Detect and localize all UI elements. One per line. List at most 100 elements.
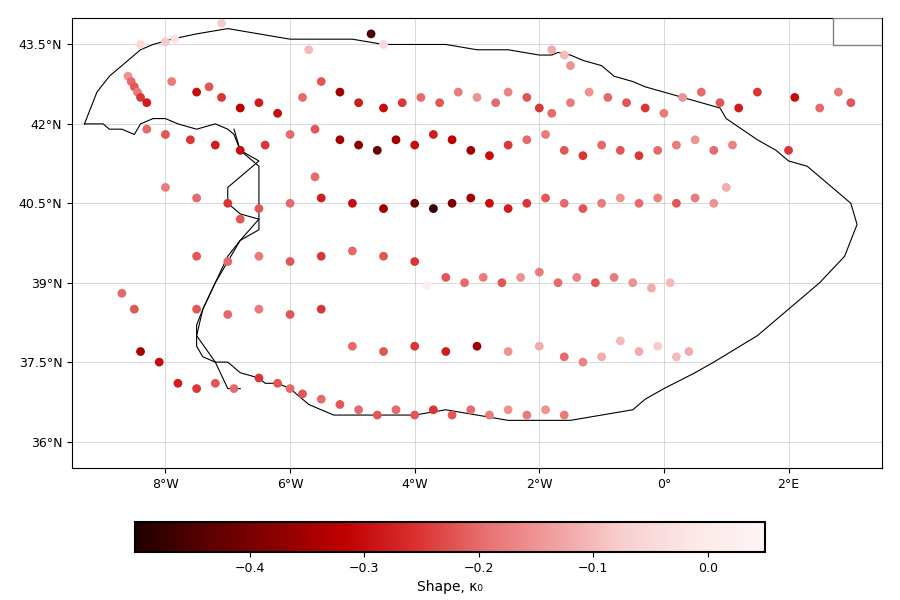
Point (314, 394, 328, 404)
Point (594, 352, 608, 362)
Point (214, 92, 229, 102)
Point (501, 140, 516, 150)
Point (632, 199, 646, 208)
Point (563, 98, 578, 107)
Point (482, 151, 497, 160)
Point (220, 199, 235, 208)
Point (438, 272, 453, 282)
Point (376, 103, 391, 113)
Point (189, 384, 203, 394)
Point (532, 341, 546, 351)
Point (389, 405, 403, 415)
Point (451, 88, 465, 97)
Point (420, 281, 435, 290)
Point (626, 278, 640, 287)
Point (252, 373, 266, 383)
Point (158, 182, 173, 192)
Point (252, 251, 266, 261)
Point (427, 130, 441, 139)
Point (202, 82, 216, 92)
Point (314, 77, 328, 86)
Point (351, 405, 365, 415)
Point (551, 278, 565, 287)
Point (513, 272, 527, 282)
Point (719, 182, 733, 192)
Point (376, 251, 391, 261)
Point (532, 103, 546, 113)
Point (214, 19, 229, 28)
Point (557, 352, 572, 362)
Point (538, 405, 553, 415)
Point (370, 410, 384, 420)
Point (233, 146, 248, 155)
Point (114, 289, 129, 298)
Point (445, 410, 459, 420)
Point (706, 146, 721, 155)
Point (675, 92, 689, 102)
Point (158, 130, 173, 139)
Point (165, 77, 179, 86)
Point (788, 92, 802, 102)
Point (252, 204, 266, 214)
Point (657, 109, 671, 118)
Point (295, 389, 310, 398)
Point (133, 347, 148, 356)
Point (732, 103, 746, 113)
Point (713, 98, 727, 107)
Point (438, 347, 453, 356)
Point (427, 204, 441, 214)
Point (408, 199, 422, 208)
Point (501, 88, 516, 97)
Point (127, 82, 141, 92)
Point (445, 199, 459, 208)
Point (832, 88, 846, 97)
Point (351, 98, 365, 107)
Point (408, 410, 422, 420)
Point (408, 341, 422, 351)
Point (589, 278, 603, 287)
Point (233, 103, 248, 113)
Point (651, 146, 665, 155)
Point (133, 40, 148, 49)
Point (432, 98, 446, 107)
Point (594, 140, 608, 150)
Point (663, 278, 678, 287)
Point (208, 140, 222, 150)
Point (314, 251, 328, 261)
Point (576, 204, 590, 214)
Point (283, 199, 297, 208)
Point (233, 214, 248, 224)
Point (270, 379, 284, 388)
Point (124, 77, 139, 86)
Point (557, 50, 572, 60)
Point (314, 304, 328, 314)
Point (127, 304, 141, 314)
Point (408, 140, 422, 150)
Point (258, 140, 273, 150)
Point (308, 172, 322, 182)
Point (651, 193, 665, 203)
Point (464, 146, 478, 155)
Point (376, 40, 391, 49)
Point (706, 199, 721, 208)
Point (557, 410, 572, 420)
Point (389, 135, 403, 145)
Point (670, 140, 684, 150)
Point (208, 379, 222, 388)
Point (813, 103, 827, 113)
Point (538, 130, 553, 139)
Point (283, 384, 297, 394)
Point (670, 199, 684, 208)
Point (557, 146, 572, 155)
Point (751, 88, 765, 97)
Point (519, 199, 534, 208)
Point (252, 98, 266, 107)
Point (582, 88, 597, 97)
Point (470, 341, 484, 351)
FancyBboxPatch shape (833, 18, 882, 45)
Point (189, 251, 203, 261)
Point (607, 272, 621, 282)
Point (576, 151, 590, 160)
Point (184, 135, 198, 145)
Point (189, 193, 203, 203)
